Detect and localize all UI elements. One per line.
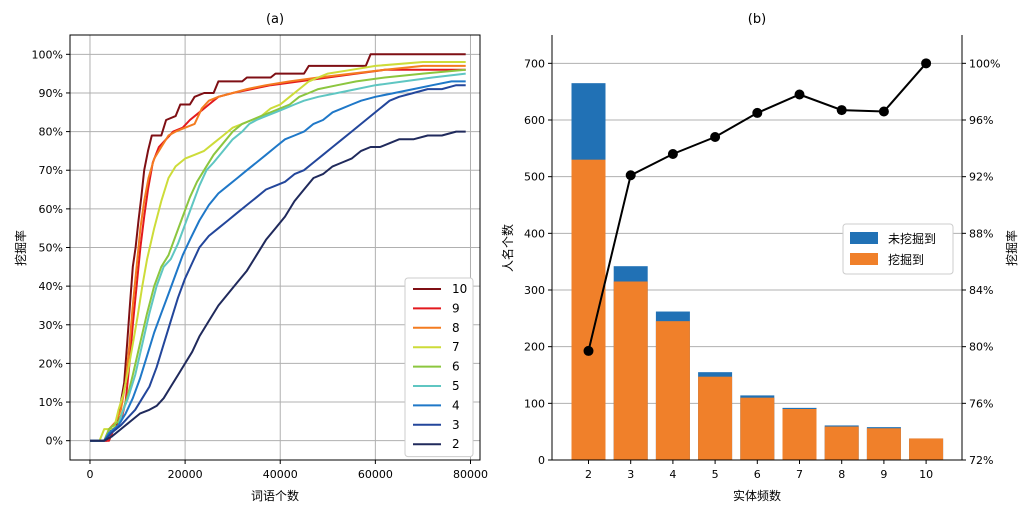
y-tick-label: 30% (39, 319, 63, 332)
y-tick-label: 20% (39, 357, 63, 370)
bar-mined-8 (824, 426, 859, 460)
y-tick-label: 600 (524, 114, 545, 127)
legend-swatch-unmined (850, 232, 878, 244)
y-tick-label: 300 (524, 284, 545, 297)
x-tick-label: 7 (796, 468, 803, 481)
x-tick-label: 8 (838, 468, 845, 481)
x-tick-label: 2 (585, 468, 592, 481)
y2-tick-label: 100% (969, 57, 1000, 70)
legend-label-2: 2 (452, 437, 460, 451)
legend-label-5: 5 (452, 379, 460, 393)
panel-a-tick-labels: 0 20000 40000 60000 80000 0% 10% 20% 30% 40% 50% 60… (32, 48, 488, 481)
y-tick-label: 200 (524, 341, 545, 354)
x-tick-label: 80000 (453, 468, 488, 481)
panel-b-xlabel: 实体频数 (733, 488, 781, 503)
rate-point-5 (710, 132, 721, 142)
legend-label-4: 4 (452, 398, 460, 412)
x-tick-label: 5 (712, 468, 719, 481)
panel-a-legend: 10 9 8 7 6 5 4 3 2 (404, 277, 474, 458)
rate-point-8 (836, 105, 847, 116)
x-tick-label: 10 (919, 468, 933, 481)
panel-a-series-lines (90, 53, 466, 442)
y-tick-label: 0 (538, 454, 545, 467)
bar-mined-2 (571, 159, 606, 460)
y-tick-label: 0% (46, 435, 63, 448)
panel-a-ylabel: 挖掘率 (13, 230, 28, 266)
panel-b-tick-labels: 0 100 200 300 400 500 600 700 72% 76% 80% 84% 88% 92%… (524, 57, 1000, 481)
series-line-2 (90, 130, 466, 442)
rate-point-10 (921, 58, 932, 69)
panel-b-y2label: 挖掘率 (1004, 230, 1019, 266)
rate-point-7 (794, 89, 805, 100)
panel-b-rate-line (583, 58, 932, 356)
legend-label-unmined: 未挖掘到 (888, 231, 936, 246)
x-tick-label: 40000 (263, 468, 298, 481)
series-line-7 (90, 61, 466, 442)
rate-point-6 (752, 107, 763, 118)
y2-tick-label: 84% (969, 284, 993, 297)
panel-b-title: (b) (748, 12, 766, 27)
series-line-4 (90, 80, 466, 442)
bar-mined-4 (655, 321, 690, 460)
panel-b-bars (571, 83, 944, 461)
legend-label-7: 7 (452, 340, 460, 354)
y-tick-label: 500 (524, 171, 545, 184)
y2-tick-label: 96% (969, 114, 993, 127)
bar-mined-10 (909, 438, 944, 460)
series-line-6 (90, 68, 466, 442)
y-tick-label: 90% (39, 87, 63, 100)
x-tick-label: 20000 (168, 468, 203, 481)
legend-label-9: 9 (452, 301, 460, 315)
legend-label-3: 3 (452, 418, 460, 432)
panel-a-line-chart: (a) 词语个数 挖掘率 0 20000 40000 60000 80000 0% 10% 2… (13, 12, 488, 503)
y2-tick-label: 76% (969, 397, 993, 410)
bar-mined-7 (782, 409, 817, 460)
y2-tick-label: 92% (969, 171, 993, 184)
bar-mined-5 (698, 376, 733, 460)
x-tick-label: 9 (880, 468, 887, 481)
y-tick-label: 700 (524, 57, 545, 70)
y2-tick-label: 80% (969, 341, 993, 354)
y-tick-label: 10% (39, 396, 63, 409)
legend-label-6: 6 (452, 360, 460, 374)
x-tick-label: 4 (669, 468, 676, 481)
y-tick-label: 400 (524, 227, 545, 240)
panel-b-bar-chart: (b) 实体频数 人名个数 挖掘率 0 100 200 300 400 500 600 700… (500, 12, 1019, 503)
x-tick-label: 6 (754, 468, 761, 481)
rate-point-2 (583, 345, 594, 356)
y-tick-label: 100 (524, 397, 545, 410)
x-tick-label: 3 (627, 468, 634, 481)
bar-mined-9 (866, 428, 901, 460)
x-tick-label: 60000 (358, 468, 393, 481)
y-tick-label: 100% (32, 48, 63, 61)
y-tick-label: 50% (39, 242, 63, 255)
legend-label-10: 10 (452, 282, 467, 296)
legend-swatch-mined (850, 253, 878, 265)
rate-point-9 (878, 106, 889, 117)
y2-tick-label: 72% (969, 454, 993, 467)
series-line-5 (90, 72, 466, 442)
y2-tick-label: 88% (969, 227, 993, 240)
series-line-10 (90, 53, 466, 442)
panel-a-title: (a) (266, 12, 284, 27)
rate-point-4 (667, 149, 678, 159)
y-tick-label: 40% (39, 280, 63, 293)
panel-a-xlabel: 词语个数 (251, 488, 299, 503)
y-tick-label: 80% (39, 126, 63, 139)
rate-point-3 (625, 170, 636, 181)
y-tick-label: 60% (39, 203, 63, 216)
series-line-3 (90, 84, 466, 442)
bar-mined-3 (613, 281, 648, 460)
panel-b-ylabel: 人名个数 (500, 224, 515, 272)
x-tick-label: 0 (86, 468, 93, 481)
series-line-9 (90, 68, 466, 442)
legend-label-8: 8 (452, 321, 460, 335)
bar-mined-6 (740, 397, 775, 460)
legend-label-mined: 挖掘到 (888, 252, 924, 267)
y-tick-label: 70% (39, 164, 63, 177)
